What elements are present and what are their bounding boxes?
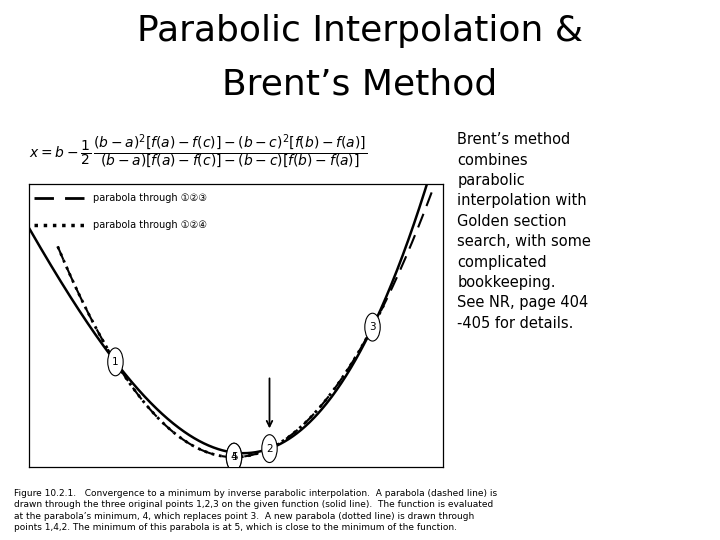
- Text: parabola through ①②④: parabola through ①②④: [94, 220, 207, 231]
- Circle shape: [262, 435, 277, 463]
- Text: Brent’s method
combines
parabolic
interpolation with
Golden section
search, with: Brent’s method combines parabolic interp…: [457, 132, 591, 331]
- Text: parabola through ①②③: parabola through ①②③: [94, 193, 207, 202]
- Text: 3: 3: [369, 322, 376, 332]
- Text: 2: 2: [266, 444, 273, 454]
- Circle shape: [226, 443, 242, 471]
- Text: Parabolic Interpolation &: Parabolic Interpolation &: [137, 14, 583, 48]
- Text: $x = b - \dfrac{1}{2}\,\dfrac{(b-a)^2[f(a)-f(c)]-(b-c)^2[f(b)-f(a)]}{(b-a)[f(a)-: $x = b - \dfrac{1}{2}\,\dfrac{(b-a)^2[f(…: [29, 132, 367, 171]
- Circle shape: [226, 443, 242, 471]
- Circle shape: [108, 348, 123, 376]
- Text: Brent’s Method: Brent’s Method: [222, 68, 498, 102]
- Circle shape: [365, 313, 380, 341]
- Text: 4: 4: [230, 452, 238, 462]
- Text: 1: 1: [112, 357, 119, 367]
- Text: Figure 10.2.1.   Convergence to a minimum by inverse parabolic interpolation.  A: Figure 10.2.1. Convergence to a minimum …: [14, 489, 498, 532]
- Text: 5: 5: [230, 452, 238, 462]
